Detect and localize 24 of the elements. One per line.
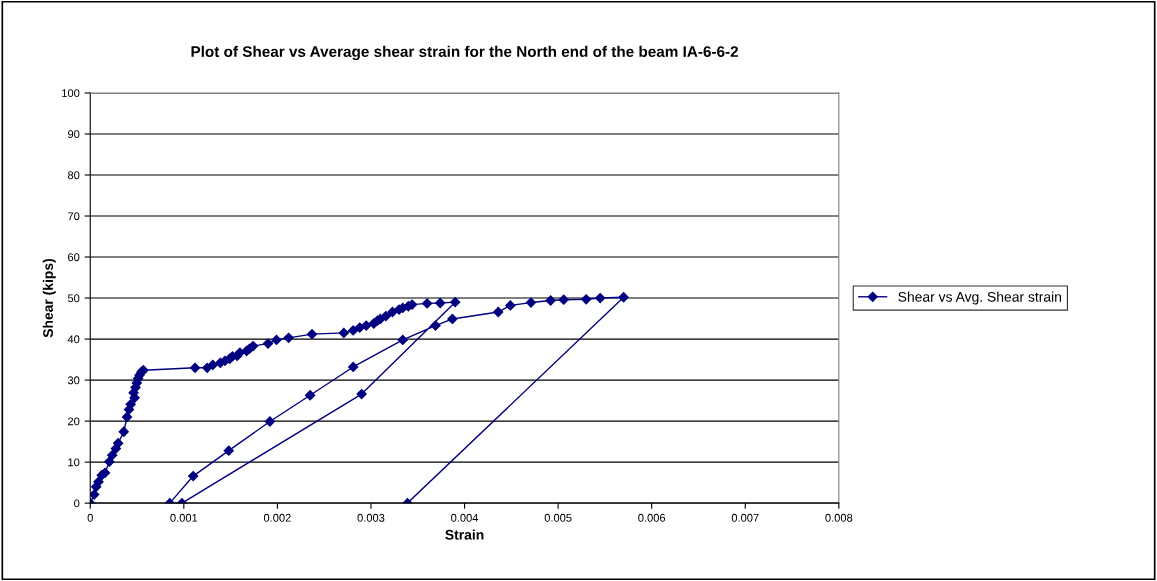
y-tick-label: 70 (68, 212, 80, 221)
x-tick-label: 0.006 (638, 513, 666, 522)
y-axis-title: Shear (kips) (42, 258, 56, 338)
x-tick-label: 0.007 (731, 513, 759, 522)
x-tick-label: 0.004 (451, 513, 479, 522)
y-tick-label: 30 (67, 376, 80, 385)
x-tick-label: 0.002 (263, 513, 291, 522)
x-axis-title: Strain (445, 529, 484, 540)
y-tick-label: 40 (67, 335, 80, 344)
x-tick-label: 0.005 (544, 513, 572, 522)
y-tick-label: 0 (74, 499, 80, 508)
y-tick-label: 10 (68, 458, 80, 467)
legend-label: Shear vs Avg. Shear strain (898, 291, 1061, 305)
y-tick-label: 20 (68, 417, 80, 426)
y-tick-label: 60 (68, 253, 80, 262)
x-tick-label: 0.001 (170, 513, 198, 522)
x-tick-label: 0.003 (357, 513, 385, 522)
y-tick-label: 50 (67, 294, 80, 303)
y-tick-label: 80 (67, 171, 80, 180)
y-tick-label: 100 (62, 89, 80, 98)
x-tick-label: 0 (87, 513, 93, 522)
x-tick-label: 0.008 (825, 513, 853, 522)
y-tick-label: 90 (67, 130, 80, 139)
chart-title: Plot of Shear vs Average shear strain for the North end of the beam IA-6-6-2 (191, 45, 739, 61)
